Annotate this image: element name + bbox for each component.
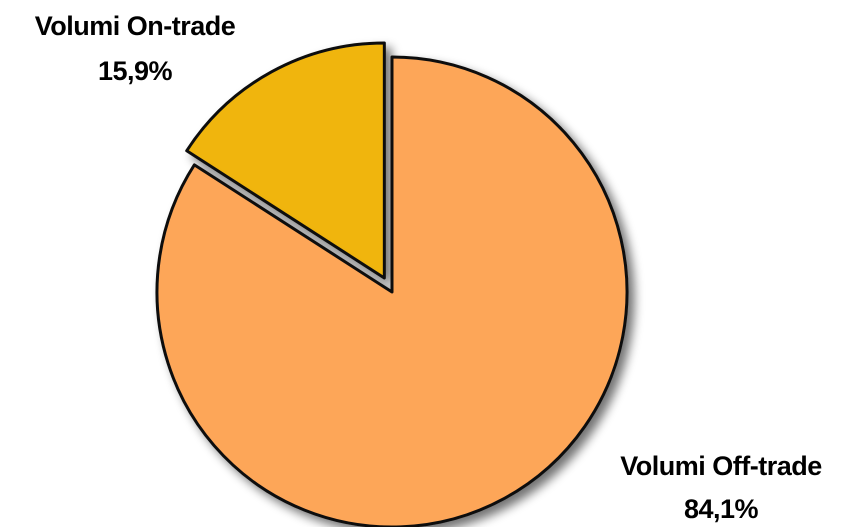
on-trade-category-label: Volumi On-trade bbox=[35, 11, 236, 41]
slice-label-off-trade: Volumi Off-trade 84,1% bbox=[620, 451, 822, 524]
slice-on-trade bbox=[185, 41, 386, 280]
off-trade-category-label: Volumi Off-trade bbox=[620, 451, 822, 481]
slice-label-on-trade: Volumi On-trade 15,9% bbox=[35, 11, 236, 86]
on-trade-value-label: 15,9% bbox=[98, 56, 173, 86]
pie-slices bbox=[155, 41, 629, 527]
off-trade-value-label: 84,1% bbox=[684, 494, 759, 524]
slice-off-trade bbox=[155, 55, 629, 527]
